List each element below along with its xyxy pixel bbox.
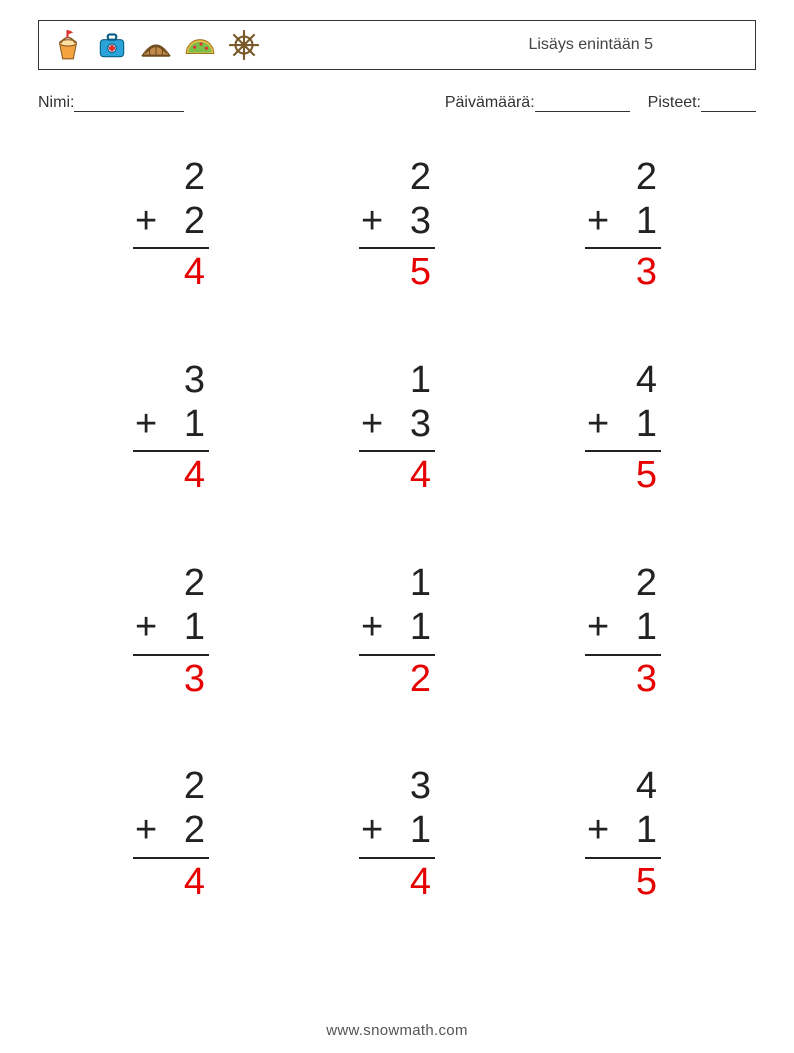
operand-b: 2 bbox=[184, 809, 205, 853]
operator: + bbox=[133, 606, 157, 650]
footer-text: www.snowmath.com bbox=[0, 1022, 794, 1039]
problem: 2+24 bbox=[78, 765, 264, 904]
operand-row: +1 bbox=[585, 606, 661, 650]
operand-a: 2 bbox=[133, 562, 209, 606]
operator: + bbox=[133, 809, 157, 853]
problem: 3+1 4 bbox=[304, 765, 490, 904]
answer: 5 bbox=[585, 452, 661, 498]
operand-row: +1 bbox=[133, 403, 209, 447]
answer: 3 bbox=[133, 656, 209, 702]
operand-b: 3 bbox=[410, 200, 431, 244]
name-field: Nimi: bbox=[38, 94, 184, 112]
meta-row: Nimi: Päivämäärä: Pisteet: bbox=[38, 94, 756, 112]
problem: 3+1 4 bbox=[78, 359, 264, 498]
operand-a: 2 bbox=[359, 156, 435, 200]
suitcase-icon bbox=[95, 28, 129, 62]
problem: 2+1 3 bbox=[78, 562, 264, 701]
operator: + bbox=[585, 809, 609, 853]
operand-b: 1 bbox=[636, 809, 657, 853]
operand-a: 3 bbox=[359, 765, 435, 809]
score-blank[interactable] bbox=[701, 94, 756, 112]
answer: 4 bbox=[359, 859, 435, 905]
operand-row: +3 bbox=[359, 403, 435, 447]
taco-icon bbox=[183, 28, 217, 62]
wheel-icon bbox=[227, 28, 261, 62]
problem: 1+3 4 bbox=[304, 359, 490, 498]
answer: 3 bbox=[585, 656, 661, 702]
answer: 4 bbox=[133, 249, 209, 295]
score-field: Pisteet: bbox=[648, 94, 756, 112]
operator: + bbox=[585, 403, 609, 447]
operand-a: 1 bbox=[359, 359, 435, 403]
problem: 1+12 bbox=[304, 562, 490, 701]
operand-b: 3 bbox=[410, 403, 431, 447]
operand-a: 2 bbox=[585, 562, 661, 606]
operand-row: +1 bbox=[585, 809, 661, 853]
operand-b: 1 bbox=[636, 606, 657, 650]
operand-b: 1 bbox=[184, 606, 205, 650]
operand-row: +1 bbox=[585, 403, 661, 447]
operand-a: 3 bbox=[133, 359, 209, 403]
answer: 2 bbox=[359, 656, 435, 702]
worksheet-header: Lisäys enintään 5 bbox=[38, 20, 756, 70]
operand-row: +3 bbox=[359, 200, 435, 244]
operand-row: +2 bbox=[133, 200, 209, 244]
operand-row: +1 bbox=[359, 606, 435, 650]
operand-row: +2 bbox=[133, 809, 209, 853]
operand-b: 1 bbox=[410, 809, 431, 853]
header-icon-row bbox=[51, 28, 261, 62]
date-label: Päivämäärä: bbox=[445, 94, 535, 112]
operand-a: 2 bbox=[133, 765, 209, 809]
operand-b: 1 bbox=[636, 200, 657, 244]
operator: + bbox=[133, 200, 157, 244]
colosseum-icon bbox=[139, 28, 173, 62]
problem: 2+3 5 bbox=[304, 156, 490, 295]
operand-row: +1 bbox=[359, 809, 435, 853]
problem: 4+1 5 bbox=[530, 359, 716, 498]
problem-grid: 2+242+352+133+141+344+152+131+122+132+24… bbox=[38, 156, 756, 904]
answer: 4 bbox=[133, 452, 209, 498]
name-blank[interactable] bbox=[74, 94, 184, 112]
worksheet-title: Lisäys enintään 5 bbox=[528, 36, 743, 54]
operator: + bbox=[359, 606, 383, 650]
operand-row: +1 bbox=[133, 606, 209, 650]
operand-a: 4 bbox=[585, 359, 661, 403]
problem: 2+24 bbox=[78, 156, 264, 295]
operand-row: +1 bbox=[585, 200, 661, 244]
problem: 4+1 5 bbox=[530, 765, 716, 904]
operator: + bbox=[359, 403, 383, 447]
operator: + bbox=[585, 606, 609, 650]
operator: + bbox=[359, 809, 383, 853]
operand-a: 4 bbox=[585, 765, 661, 809]
operand-b: 1 bbox=[410, 606, 431, 650]
operand-b: 2 bbox=[184, 200, 205, 244]
problem: 2+1 3 bbox=[530, 562, 716, 701]
bucket-icon bbox=[51, 28, 85, 62]
answer: 3 bbox=[585, 249, 661, 295]
answer: 4 bbox=[359, 452, 435, 498]
name-label: Nimi: bbox=[38, 94, 74, 112]
operand-b: 1 bbox=[184, 403, 205, 447]
answer: 5 bbox=[359, 249, 435, 295]
operand-a: 2 bbox=[585, 156, 661, 200]
operator: + bbox=[585, 200, 609, 244]
operator: + bbox=[359, 200, 383, 244]
date-field: Päivämäärä: bbox=[445, 94, 630, 112]
score-label: Pisteet: bbox=[648, 94, 701, 112]
operator: + bbox=[133, 403, 157, 447]
operand-a: 1 bbox=[359, 562, 435, 606]
problem: 2+1 3 bbox=[530, 156, 716, 295]
operand-b: 1 bbox=[636, 403, 657, 447]
answer: 4 bbox=[133, 859, 209, 905]
date-blank[interactable] bbox=[535, 94, 630, 112]
answer: 5 bbox=[585, 859, 661, 905]
operand-a: 2 bbox=[133, 156, 209, 200]
